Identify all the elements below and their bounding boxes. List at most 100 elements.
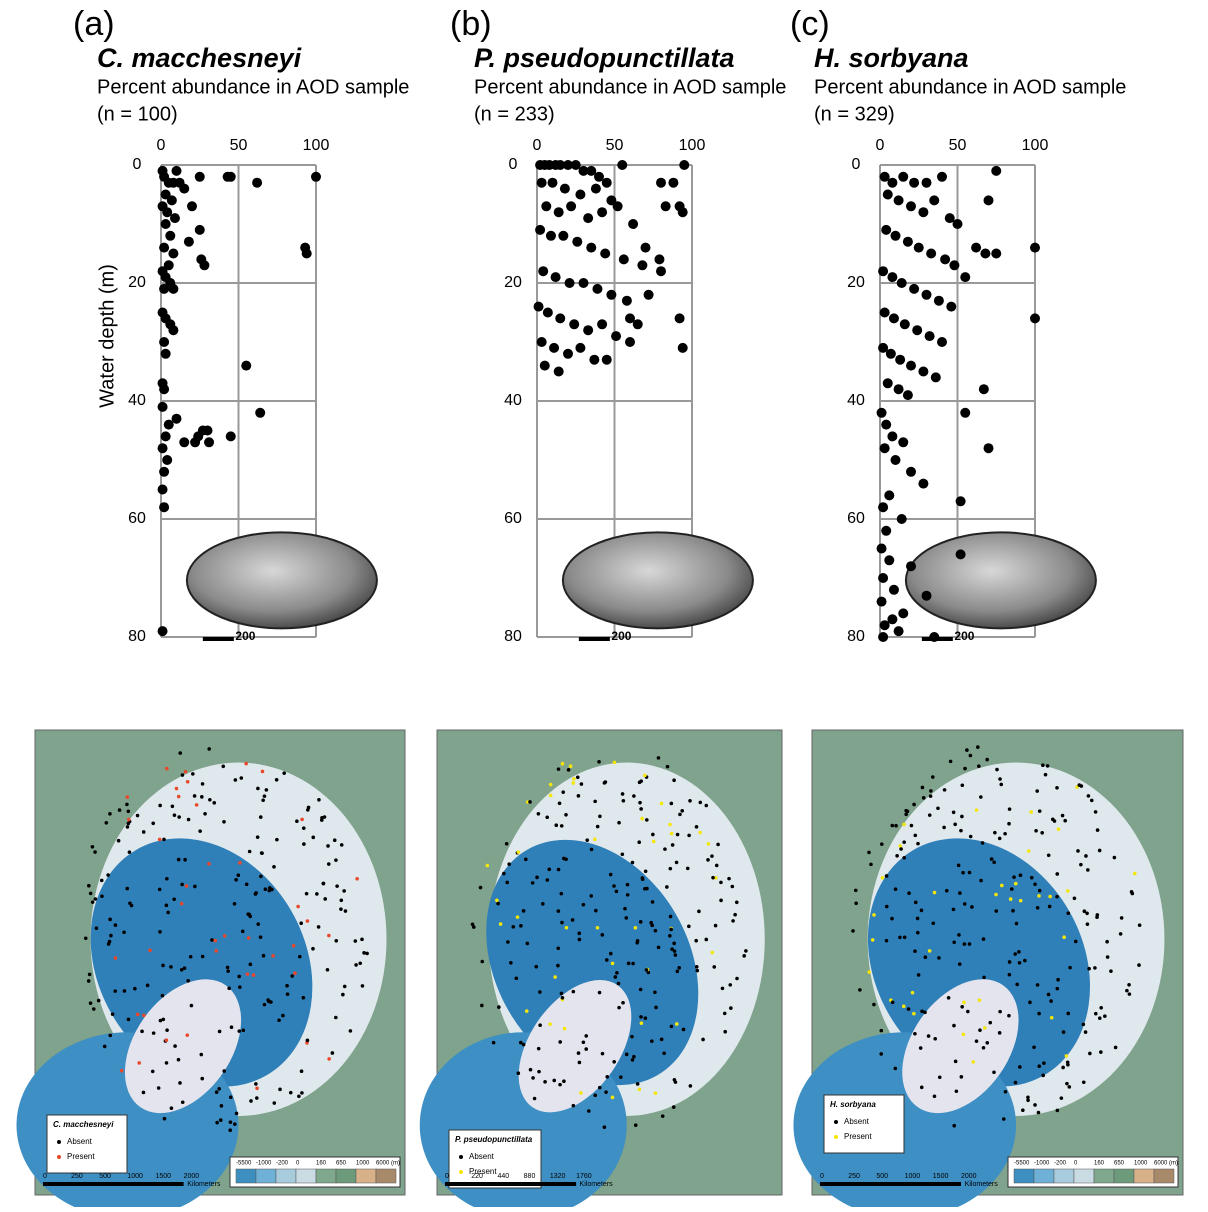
map-sample-dot <box>714 924 718 928</box>
map-sample-dot <box>339 907 343 911</box>
data-point <box>922 290 932 300</box>
map-sample-dot <box>916 842 920 846</box>
map-sample-dot <box>1127 983 1131 987</box>
y-tick-label: 20 <box>504 274 522 291</box>
map-sample-dot <box>180 883 184 887</box>
map-sample-dot <box>966 1010 970 1014</box>
map-sample-dot <box>879 1052 883 1056</box>
map-sample-dot <box>137 1061 141 1065</box>
map-sample-dot <box>710 854 714 858</box>
y-tick-label: 60 <box>847 510 865 527</box>
map-sample-dot <box>133 987 137 991</box>
map-sample-dot <box>952 1124 956 1128</box>
map-sample-dot <box>650 924 654 928</box>
map-sample-dot <box>278 1088 282 1092</box>
map-sample-dot <box>349 1029 353 1033</box>
map-sample-dot <box>977 764 981 768</box>
map-sample-dot <box>1056 978 1060 982</box>
map-sample-dot <box>1008 960 1012 964</box>
map-sample-dot <box>744 949 748 953</box>
map-sample-dot <box>672 778 676 782</box>
map-sample-dot <box>706 858 710 862</box>
y-tick-label: 60 <box>504 510 522 527</box>
map-sample-dot <box>233 902 237 906</box>
map-sample-dot <box>903 935 907 939</box>
map-sample-dot <box>553 975 557 979</box>
map-sample-dot <box>1096 828 1100 832</box>
map-sample-dot <box>1038 889 1042 893</box>
map-sample-dot <box>333 838 337 842</box>
map-sample-dot <box>899 847 903 851</box>
depth-label: 160 <box>316 1161 327 1167</box>
map-sample-dot <box>988 1021 992 1025</box>
map-sample-dot <box>1029 810 1033 814</box>
map-sample-dot <box>609 952 613 956</box>
map-sample-dot <box>171 804 175 808</box>
map-sample-dot <box>1055 895 1059 899</box>
km-label: 1760 <box>576 1173 592 1180</box>
data-point <box>979 384 989 394</box>
data-point <box>678 343 688 353</box>
map-sample-dot <box>528 800 532 804</box>
map-sample-dot <box>237 873 241 877</box>
data-point <box>956 549 966 559</box>
y-tick-label: 80 <box>128 628 146 645</box>
map-sample-dot <box>677 966 681 970</box>
map-sample-dot <box>960 815 964 819</box>
map-sample-dot <box>1099 1006 1103 1010</box>
map-sample-dot <box>1042 1061 1046 1065</box>
map-sample-dot <box>971 1060 975 1064</box>
map-sample-dot <box>1034 829 1038 833</box>
data-point <box>252 178 262 188</box>
km-label: 2000 <box>184 1173 200 1180</box>
map-sample-dot <box>1048 905 1052 909</box>
map-sample-dot <box>148 949 152 953</box>
map-sample-dot <box>577 794 581 798</box>
depth-swatch <box>1074 1169 1094 1183</box>
data-point <box>918 367 928 377</box>
data-point <box>880 620 890 630</box>
depth-swatch <box>1094 1169 1114 1183</box>
map-sample-dot <box>247 936 251 940</box>
map-sample-dot <box>1073 896 1077 900</box>
map-sample-dot <box>907 891 911 895</box>
map-sample-dot <box>637 840 641 844</box>
map-sample-dot <box>936 806 940 810</box>
map-sample-dot <box>238 985 242 989</box>
map-sample-dot <box>480 960 484 964</box>
data-point <box>311 172 321 182</box>
map-sample-dot <box>234 778 238 782</box>
data-point <box>877 597 887 607</box>
map-sample-dot <box>931 922 935 926</box>
map-sample-dot <box>327 934 331 938</box>
data-point <box>898 172 908 182</box>
data-point <box>583 213 593 223</box>
data-point <box>903 237 913 247</box>
depth-swatch <box>356 1169 376 1183</box>
map-sample-dot <box>881 876 885 880</box>
map-sample-dot <box>650 1039 654 1043</box>
map-sample-dot <box>173 1044 177 1048</box>
map-sample-dot <box>712 965 716 969</box>
map-sample-dot <box>299 921 303 925</box>
data-point <box>541 201 551 211</box>
map-sample-dot <box>645 818 649 822</box>
map-sample-dot <box>898 936 902 940</box>
map-sample-dot <box>193 794 197 798</box>
map-sample-dot <box>928 949 932 953</box>
map-sample-dot <box>84 937 88 941</box>
map-sample-dot <box>880 842 884 846</box>
map-sample-dot <box>571 918 575 922</box>
km-label: 1000 <box>127 1173 143 1180</box>
data-point <box>548 178 558 188</box>
map-sample-dot <box>186 979 190 983</box>
map-sample-dot <box>320 818 324 822</box>
km-label: 440 <box>497 1173 509 1180</box>
map-sample-dot <box>639 779 643 783</box>
map-sample-dot <box>263 794 267 798</box>
data-point <box>613 201 623 211</box>
data-point <box>179 437 189 447</box>
map-sample-dot <box>622 799 626 803</box>
map-sample-dot <box>561 996 565 1000</box>
map-sample-dot <box>960 1005 964 1009</box>
